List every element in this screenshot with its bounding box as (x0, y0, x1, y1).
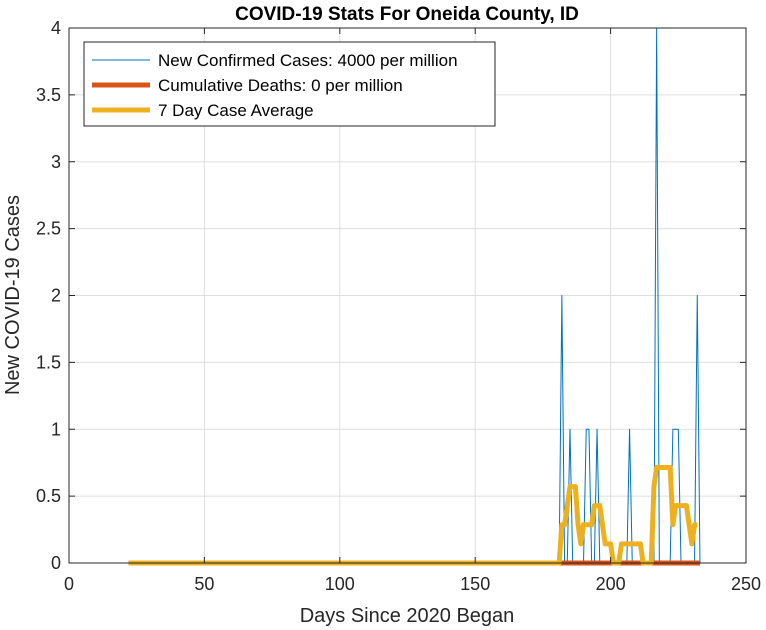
y-tick-label: 2.5 (36, 219, 61, 239)
legend: New Confirmed Cases: 4000 per million Cu… (83, 41, 496, 127)
y-tick-label: 0 (51, 553, 61, 573)
x-tick-label: 50 (194, 574, 214, 594)
y-tick-label: 0.5 (36, 486, 61, 506)
legend-label-new-cases: New Confirmed Cases: 4000 per million (158, 51, 458, 70)
y-tick-label: 1 (51, 419, 61, 439)
y-tick-label: 1.5 (36, 352, 61, 372)
axis-ticks: 0 50 100 150 200 250 0 0.5 1 1.5 2 2.5 3 3.5 4 (36, 18, 761, 594)
y-tick-label: 4 (51, 18, 61, 38)
y-axis-title: New COVID-19 Cases (2, 195, 24, 395)
x-tick-label: 100 (325, 574, 355, 594)
x-tick-label: 150 (460, 574, 490, 594)
x-tick-label: 0 (64, 574, 74, 594)
x-axis-title: Days Since 2020 Began (300, 605, 515, 627)
series-7-day-average (128, 465, 698, 566)
legend-box (83, 41, 496, 127)
x-tick-label: 250 (731, 574, 761, 594)
chart-title: COVID-19 Stats For Oneida County, ID (235, 4, 579, 25)
x-tick-label: 200 (596, 574, 626, 594)
legend-label-cumulative-deaths: Cumulative Deaths: 0 per million (158, 76, 403, 95)
y-tick-label: 3 (51, 152, 61, 172)
y-tick-label: 3.5 (36, 85, 61, 105)
y-tick-label: 2 (51, 286, 61, 306)
legend-label-7-day-average: 7 Day Case Average (158, 101, 314, 120)
